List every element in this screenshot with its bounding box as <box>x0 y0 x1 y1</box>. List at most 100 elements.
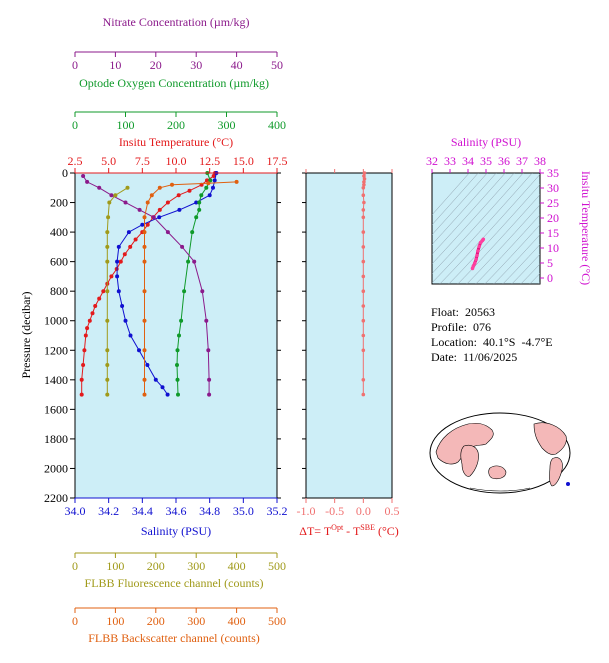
oxygen-tick-label: 0 <box>72 118 78 132</box>
temperature-point <box>128 244 133 249</box>
oxygen-point <box>179 318 184 323</box>
fluorescence-tick-label: 100 <box>106 559 124 573</box>
delta-t-point <box>362 177 367 181</box>
temperature-tick-label: 2.5 <box>68 154 83 168</box>
salinity-point <box>140 222 145 227</box>
nitrate-point <box>200 289 205 294</box>
date-value: 11/06/2025 <box>463 350 518 364</box>
delta-t-point <box>361 348 366 353</box>
ts-temperature-tick-label: 35 <box>547 166 559 180</box>
salinity-point <box>126 230 131 235</box>
temperature-point <box>85 326 90 331</box>
fluorescence-tick-label: 300 <box>187 559 205 573</box>
profile-series <box>79 171 239 397</box>
isopycnal-line <box>432 173 506 255</box>
temperature-tick-label: 17.5 <box>267 154 288 168</box>
fluorescence-point <box>125 185 130 190</box>
nitrate-point <box>109 193 114 198</box>
salinity-tick-label: 35.2 <box>267 504 288 518</box>
ts-salinity-tick-label: 35 <box>480 154 492 168</box>
pressure-tick-label: 1600 <box>44 402 68 416</box>
oxygen-point <box>208 178 213 183</box>
temperature-tick-label: 15.0 <box>233 154 254 168</box>
temperature-point <box>122 252 127 257</box>
fluorescence-point <box>113 193 118 198</box>
temperature-point <box>97 296 102 301</box>
nitrate-point <box>97 185 102 190</box>
ts-point <box>471 264 476 268</box>
nitrate-tick-label: 0 <box>72 58 78 72</box>
isopycnal-line <box>475 214 540 284</box>
salinity-point <box>212 178 217 183</box>
oxygen-tick-label: 200 <box>167 118 185 132</box>
backscatter-point <box>142 244 147 249</box>
salinity-point <box>128 333 133 338</box>
isopycnal-line <box>502 244 540 284</box>
float-location-marker <box>566 482 570 486</box>
backscatter-point <box>149 193 154 198</box>
delta-t-point <box>361 378 366 382</box>
float-info: Float: 20563 Profile: 076 Location: 40.1… <box>431 305 553 365</box>
profile-line: Profile: 076 <box>431 320 553 335</box>
delta-t-point <box>361 289 366 294</box>
salinity-axis-label: Salinity (PSU) <box>141 524 211 538</box>
delta-t-point <box>361 318 366 323</box>
pressure-tick-label: 1800 <box>44 432 68 446</box>
isopycnal-line <box>432 173 479 226</box>
temperature-point <box>93 304 98 308</box>
salinity-point <box>120 304 125 308</box>
map-land-asia-europe <box>435 422 494 465</box>
temperature-point <box>118 259 123 264</box>
nitrate-tick-label: 30 <box>190 58 202 72</box>
ts-temperature-axis-label: Insitu Temperature (°C) <box>579 171 593 285</box>
ts-point <box>477 244 482 249</box>
pressure-tick-label: 800 <box>50 284 68 298</box>
world-map <box>429 412 571 494</box>
isopycnal-line <box>511 253 540 284</box>
pressure-tick-label: 1400 <box>44 373 68 387</box>
nitrate-point <box>81 174 86 178</box>
isopycnal-line <box>432 173 515 265</box>
delta-t-point <box>361 392 366 397</box>
temperature-point <box>87 318 92 323</box>
nitrate-axis-label: Nitrate Concentration (µm/kg) <box>103 15 250 29</box>
backscatter-point <box>142 392 147 397</box>
isopycnal-line <box>432 173 533 284</box>
temperature-tick-label: 10.0 <box>166 154 187 168</box>
salinity-tick-label: 34.8 <box>199 504 220 518</box>
nitrate-tick-label: 50 <box>271 58 283 72</box>
ts-salinity-tick-label: 36 <box>498 154 510 168</box>
ts-temperature-tick-label: 25 <box>547 196 559 210</box>
salinity-point <box>207 193 212 198</box>
salinity-point <box>177 207 182 212</box>
backscatter-tick-label: 100 <box>106 614 124 628</box>
pressure-tick-label: 600 <box>50 255 68 269</box>
fluorescence-tick-label: 500 <box>268 559 286 573</box>
oxygen-point <box>197 207 202 212</box>
fluorescence-point <box>105 363 110 367</box>
backscatter-point <box>142 289 147 294</box>
delta-t-point <box>361 193 366 197</box>
backscatter-tick-label: 200 <box>147 614 165 628</box>
salinity-point <box>211 185 215 190</box>
salinity-point <box>116 244 121 249</box>
oxygen-point <box>197 200 202 205</box>
temperature-axis-label: Insitu Temperature (°C) <box>119 135 233 149</box>
ts-salinity-axis-label: Salinity (PSU) <box>451 135 521 149</box>
ts-temperature-tick-label: 30 <box>547 181 559 195</box>
location-line: Location: 40.1°S -4.7°E <box>431 335 553 350</box>
ts-point <box>473 261 477 265</box>
ts-salinity-tick-label: 34 <box>462 154 474 168</box>
oxygen-tick-label: 300 <box>218 118 236 132</box>
delta-t-axis-label: ΔT= TOpt - TSBE (°C) <box>299 523 399 538</box>
isopycnal-line <box>529 273 540 284</box>
ts-point <box>474 257 478 262</box>
nitrate-tick-label: 10 <box>109 58 121 72</box>
oxygen-point <box>186 259 191 264</box>
nitrate-point <box>151 215 156 220</box>
backscatter-point <box>142 215 147 220</box>
ts-salinity-tick-label: 33 <box>444 154 456 168</box>
temperature-point <box>109 274 114 279</box>
delta-t-point <box>361 274 366 279</box>
fluorescence-point <box>105 348 110 353</box>
